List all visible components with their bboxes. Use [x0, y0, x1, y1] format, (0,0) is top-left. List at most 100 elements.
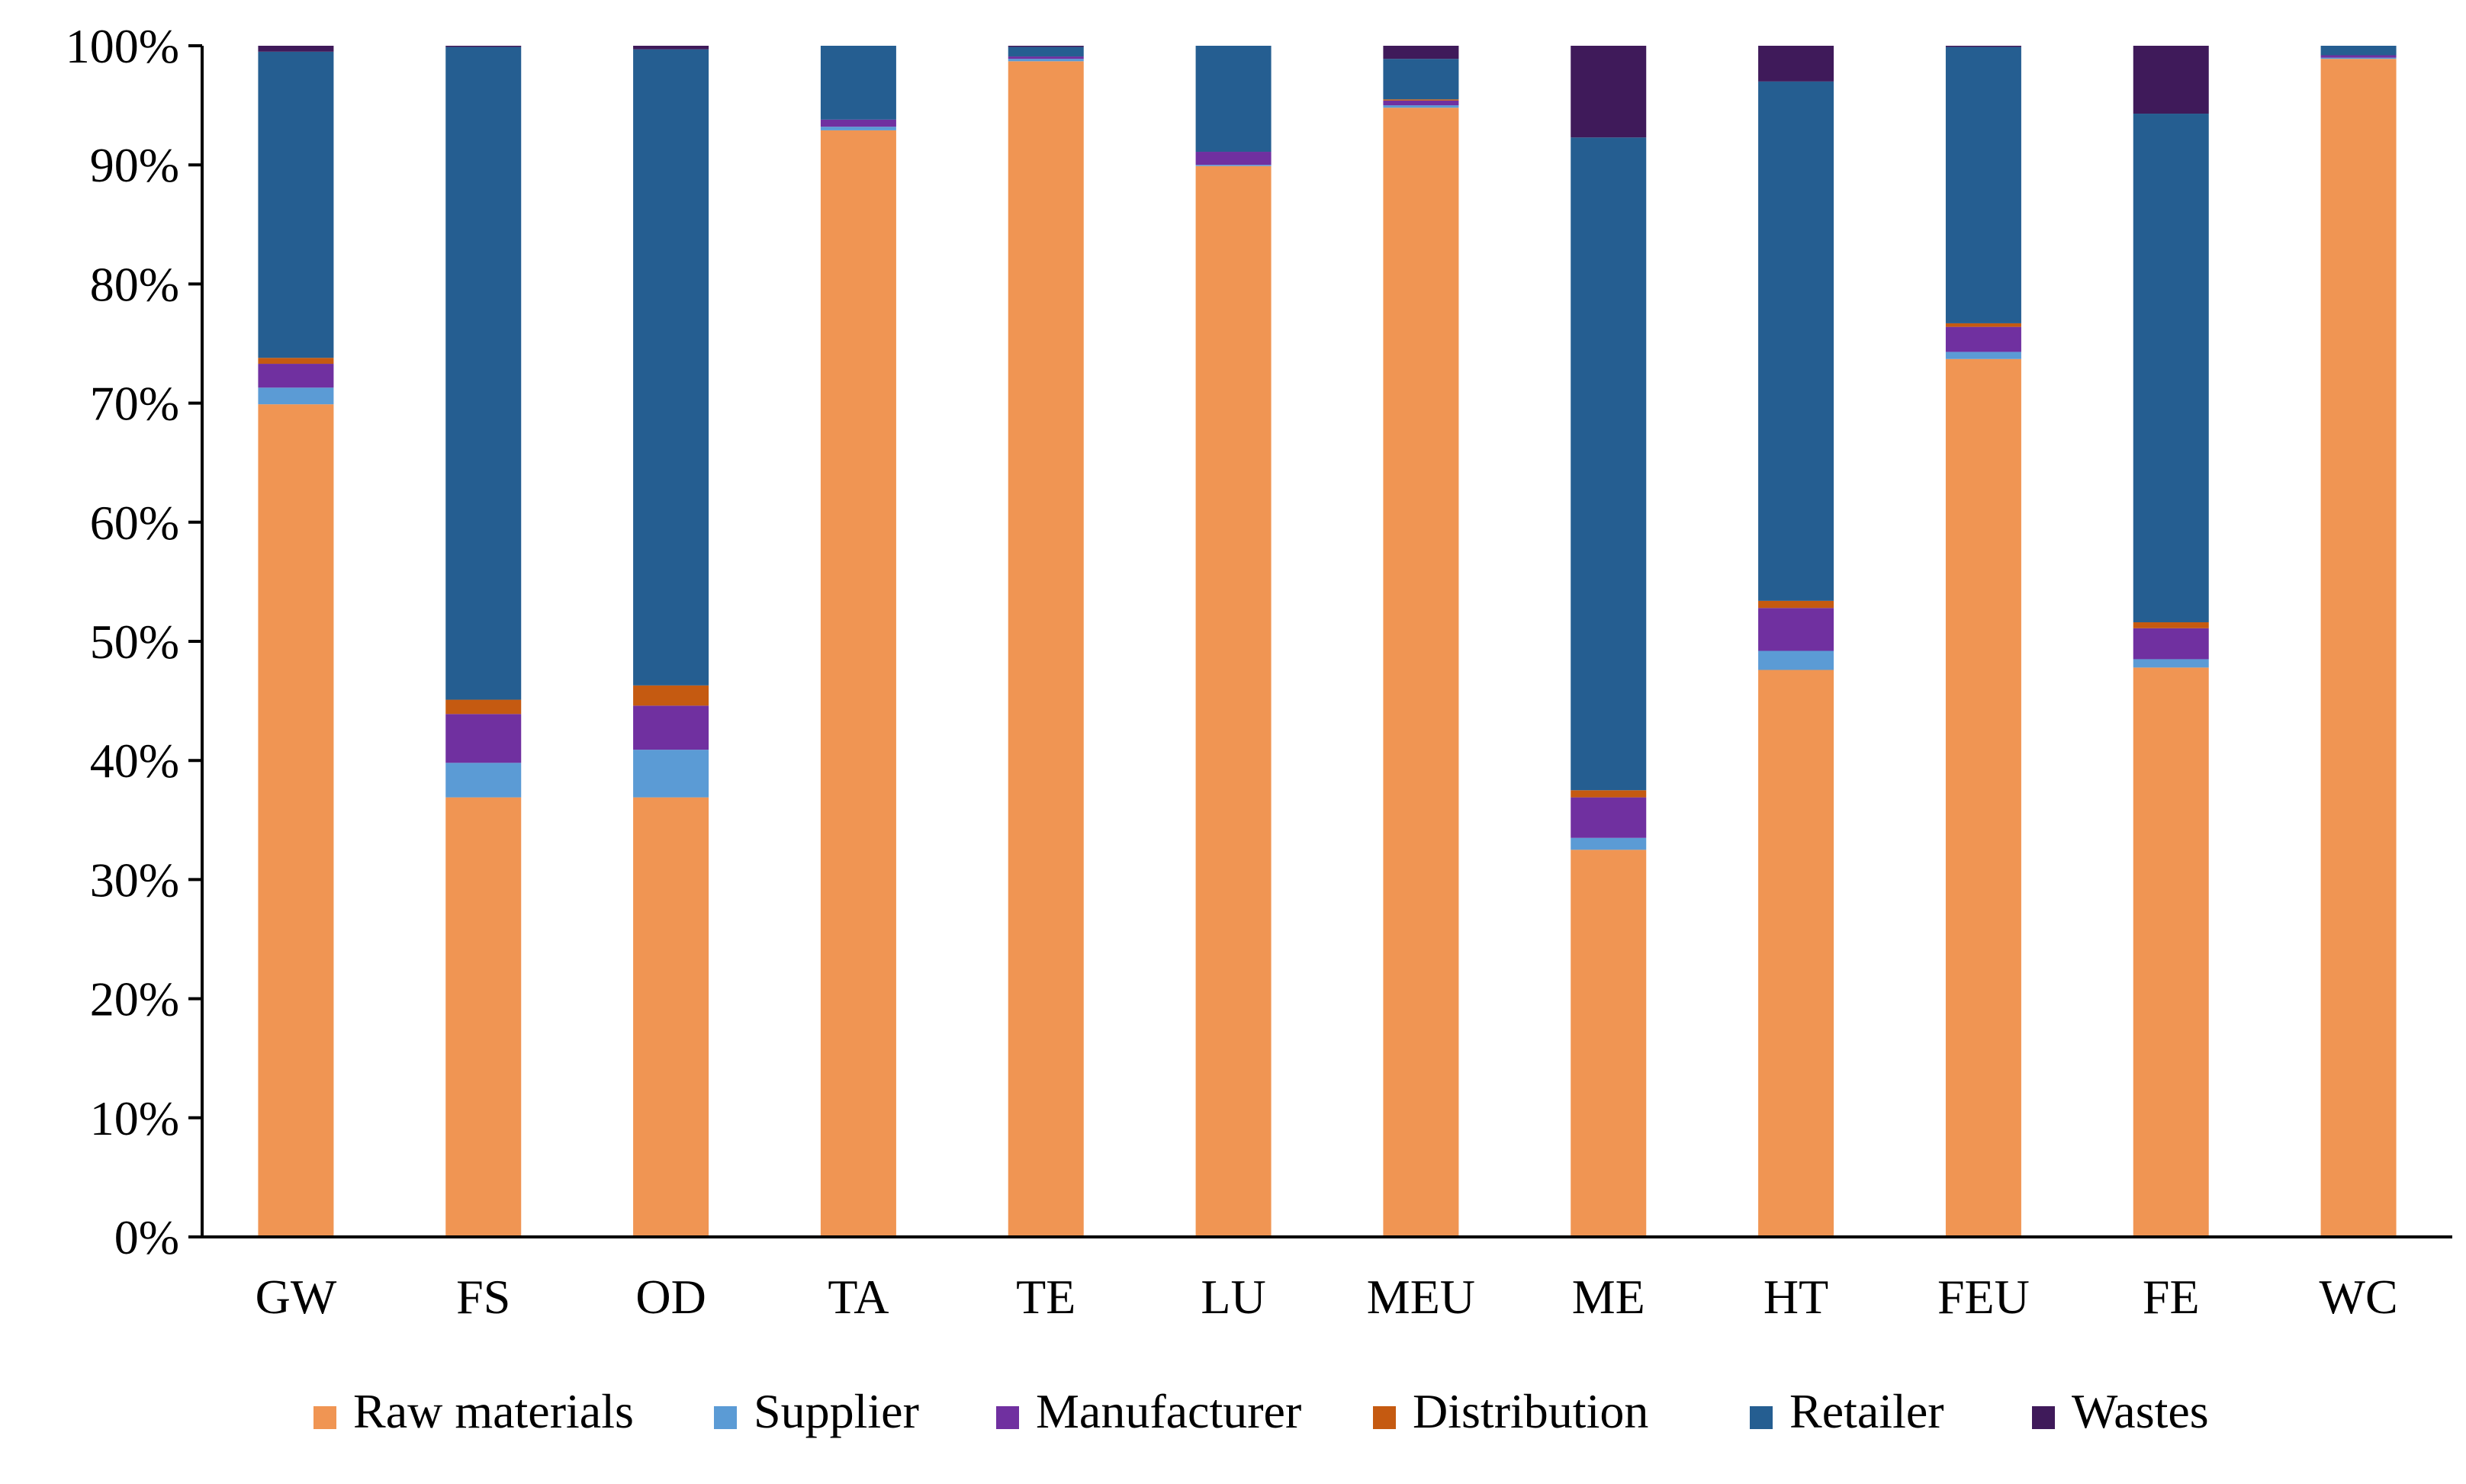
legend-label: Wastes [2072, 1384, 2209, 1438]
bar-segment-ta-supplier [820, 127, 896, 130]
x-tick-label-lu: LU [1201, 1270, 1265, 1324]
bar-segment-me-distribution [1571, 790, 1647, 798]
bar-stack-ta [820, 46, 896, 1237]
y-tick-label: 40% [90, 734, 179, 788]
bar-stack-meu [1383, 46, 1459, 1238]
x-tick-label-feu: FEU [1937, 1270, 2030, 1324]
bar-segment-fs-manufacturer [445, 714, 522, 763]
bar-segment-te-wastes [1008, 46, 1084, 47]
x-axis-labels: GW FS OD TA TE LU MEU ME HT FEU FE WC [256, 1270, 2398, 1324]
x-tick-label-fe: FE [2143, 1270, 2200, 1324]
bar-stack-feu [1945, 46, 2021, 1237]
bar-segment-te-retailer [1008, 47, 1084, 57]
legend: Raw materials Supplier Manufacturer Distrib… [313, 1384, 2209, 1438]
bar-segment-od-retailer [633, 49, 709, 686]
axes-layer [201, 46, 2452, 1238]
bar-segment-ht-raw-materials [1758, 670, 1834, 1237]
legend-label: Distribution [1413, 1384, 1648, 1438]
bar-segment-ta-retailer [820, 46, 896, 120]
bar-segment-fe-manufacturer [2133, 628, 2209, 660]
bar-stack-gw [258, 46, 334, 1238]
legend-label: Manufacturer [1036, 1384, 1301, 1438]
x-tick-label-meu: MEU [1367, 1270, 1475, 1324]
legend-label: Raw materials [353, 1384, 634, 1438]
legend-item-wastes: Wastes [2032, 1384, 2209, 1438]
bar-segment-ta-raw-materials [820, 130, 896, 1237]
bar-stack-ht [1758, 46, 1834, 1237]
bar-segment-te-supplier [1008, 59, 1084, 62]
legend-label: Supplier [754, 1384, 919, 1438]
bar-segment-gw-manufacturer [258, 364, 334, 388]
bar-segment-fe-retailer [2133, 114, 2209, 622]
bar-segment-me-manufacturer [1571, 797, 1647, 838]
bar-segment-lu-manufacturer [1195, 152, 1272, 165]
legend-item-manufacturer: Manufacturer [996, 1384, 1301, 1438]
bar-segment-meu-manufacturer [1383, 100, 1459, 106]
legend-swatch [714, 1406, 737, 1429]
x-tick-label-me: ME [1572, 1270, 1645, 1324]
bar-segment-meu-retailer [1383, 59, 1459, 100]
bar-stack-fe [2133, 46, 2209, 1237]
legend-swatch [1750, 1406, 1773, 1429]
bar-segment-ht-retailer [1758, 81, 1834, 601]
legend-label: Retailer [1789, 1384, 1944, 1438]
bar-stack-te [1008, 46, 1084, 1237]
bar-segment-me-raw-materials [1571, 850, 1647, 1237]
bar-stack-od [633, 46, 709, 1237]
bar-segment-me-supplier [1571, 837, 1647, 850]
bar-segment-ta-manufacturer [820, 119, 896, 127]
bar-segment-ht-supplier [1758, 650, 1834, 670]
bar-segment-fe-wastes [2133, 46, 2209, 114]
legend-swatch [2032, 1406, 2055, 1429]
legend-swatch [996, 1406, 1019, 1429]
bar-segment-me-wastes [1571, 46, 1647, 138]
bar-segment-feu-manufacturer [1945, 326, 2021, 352]
bar-segment-feu-raw-materials [1945, 358, 2021, 1237]
bar-segment-fs-supplier [445, 763, 522, 798]
y-tick-label: 50% [90, 615, 179, 669]
legend-swatch [1373, 1406, 1396, 1429]
x-tick-label-gw: GW [256, 1270, 337, 1324]
y-tick-label: 10% [90, 1091, 179, 1145]
legend-swatch [313, 1406, 336, 1429]
bar-segment-gw-retailer [258, 51, 334, 358]
x-tick-label-od: OD [635, 1270, 706, 1324]
x-tick-label-ht: HT [1763, 1270, 1828, 1324]
bar-segment-te-manufacturer [1008, 56, 1084, 59]
legend-item-retailer: Retailer [1750, 1384, 1944, 1438]
bar-segment-ht-wastes [1758, 46, 1834, 82]
bar-segment-fs-raw-materials [445, 797, 522, 1237]
x-tick-label-ta: TA [828, 1270, 889, 1324]
legend-item-distribution: Distribution [1373, 1384, 1648, 1438]
bar-segment-meu-distribution [1383, 99, 1459, 101]
bar-stack-fs [445, 46, 522, 1237]
y-tick-label: 30% [90, 853, 179, 907]
y-tick-label: 80% [90, 257, 179, 311]
bar-segment-gw-supplier [258, 387, 334, 405]
bar-segment-feu-wastes [1945, 46, 2021, 47]
bar-segment-te-raw-materials [1008, 61, 1084, 1237]
bar-segment-od-supplier [633, 750, 709, 798]
bar-segment-fs-retailer [445, 47, 522, 700]
legend-item-supplier: Supplier [714, 1384, 919, 1438]
bar-segment-fs-wastes [445, 46, 522, 47]
x-tick-label-fs: FS [456, 1270, 510, 1324]
x-tick-label-wc: WC [2320, 1270, 2398, 1324]
legend-item-raw-materials: Raw materials [313, 1384, 634, 1438]
bar-segment-gw-wastes [258, 46, 334, 52]
bar-segment-wc-supplier [2320, 57, 2397, 59]
bar-segment-fe-raw-materials [2133, 667, 2209, 1237]
bar-segment-wc-raw-materials [2320, 59, 2397, 1237]
bar-segment-meu-raw-materials [1383, 108, 1459, 1238]
bar-segment-lu-retailer [1195, 46, 1272, 153]
bar-stack-wc [2320, 46, 2397, 1237]
y-tick-label: 90% [90, 138, 179, 192]
bar-segment-meu-wastes [1383, 46, 1459, 59]
bar-segment-fs-distribution [445, 699, 522, 715]
bar-stack-me [1571, 46, 1647, 1237]
x-tick-label-te: TE [1016, 1270, 1075, 1324]
bar-segment-od-distribution [633, 685, 709, 706]
bar-segment-meu-supplier [1383, 105, 1459, 108]
